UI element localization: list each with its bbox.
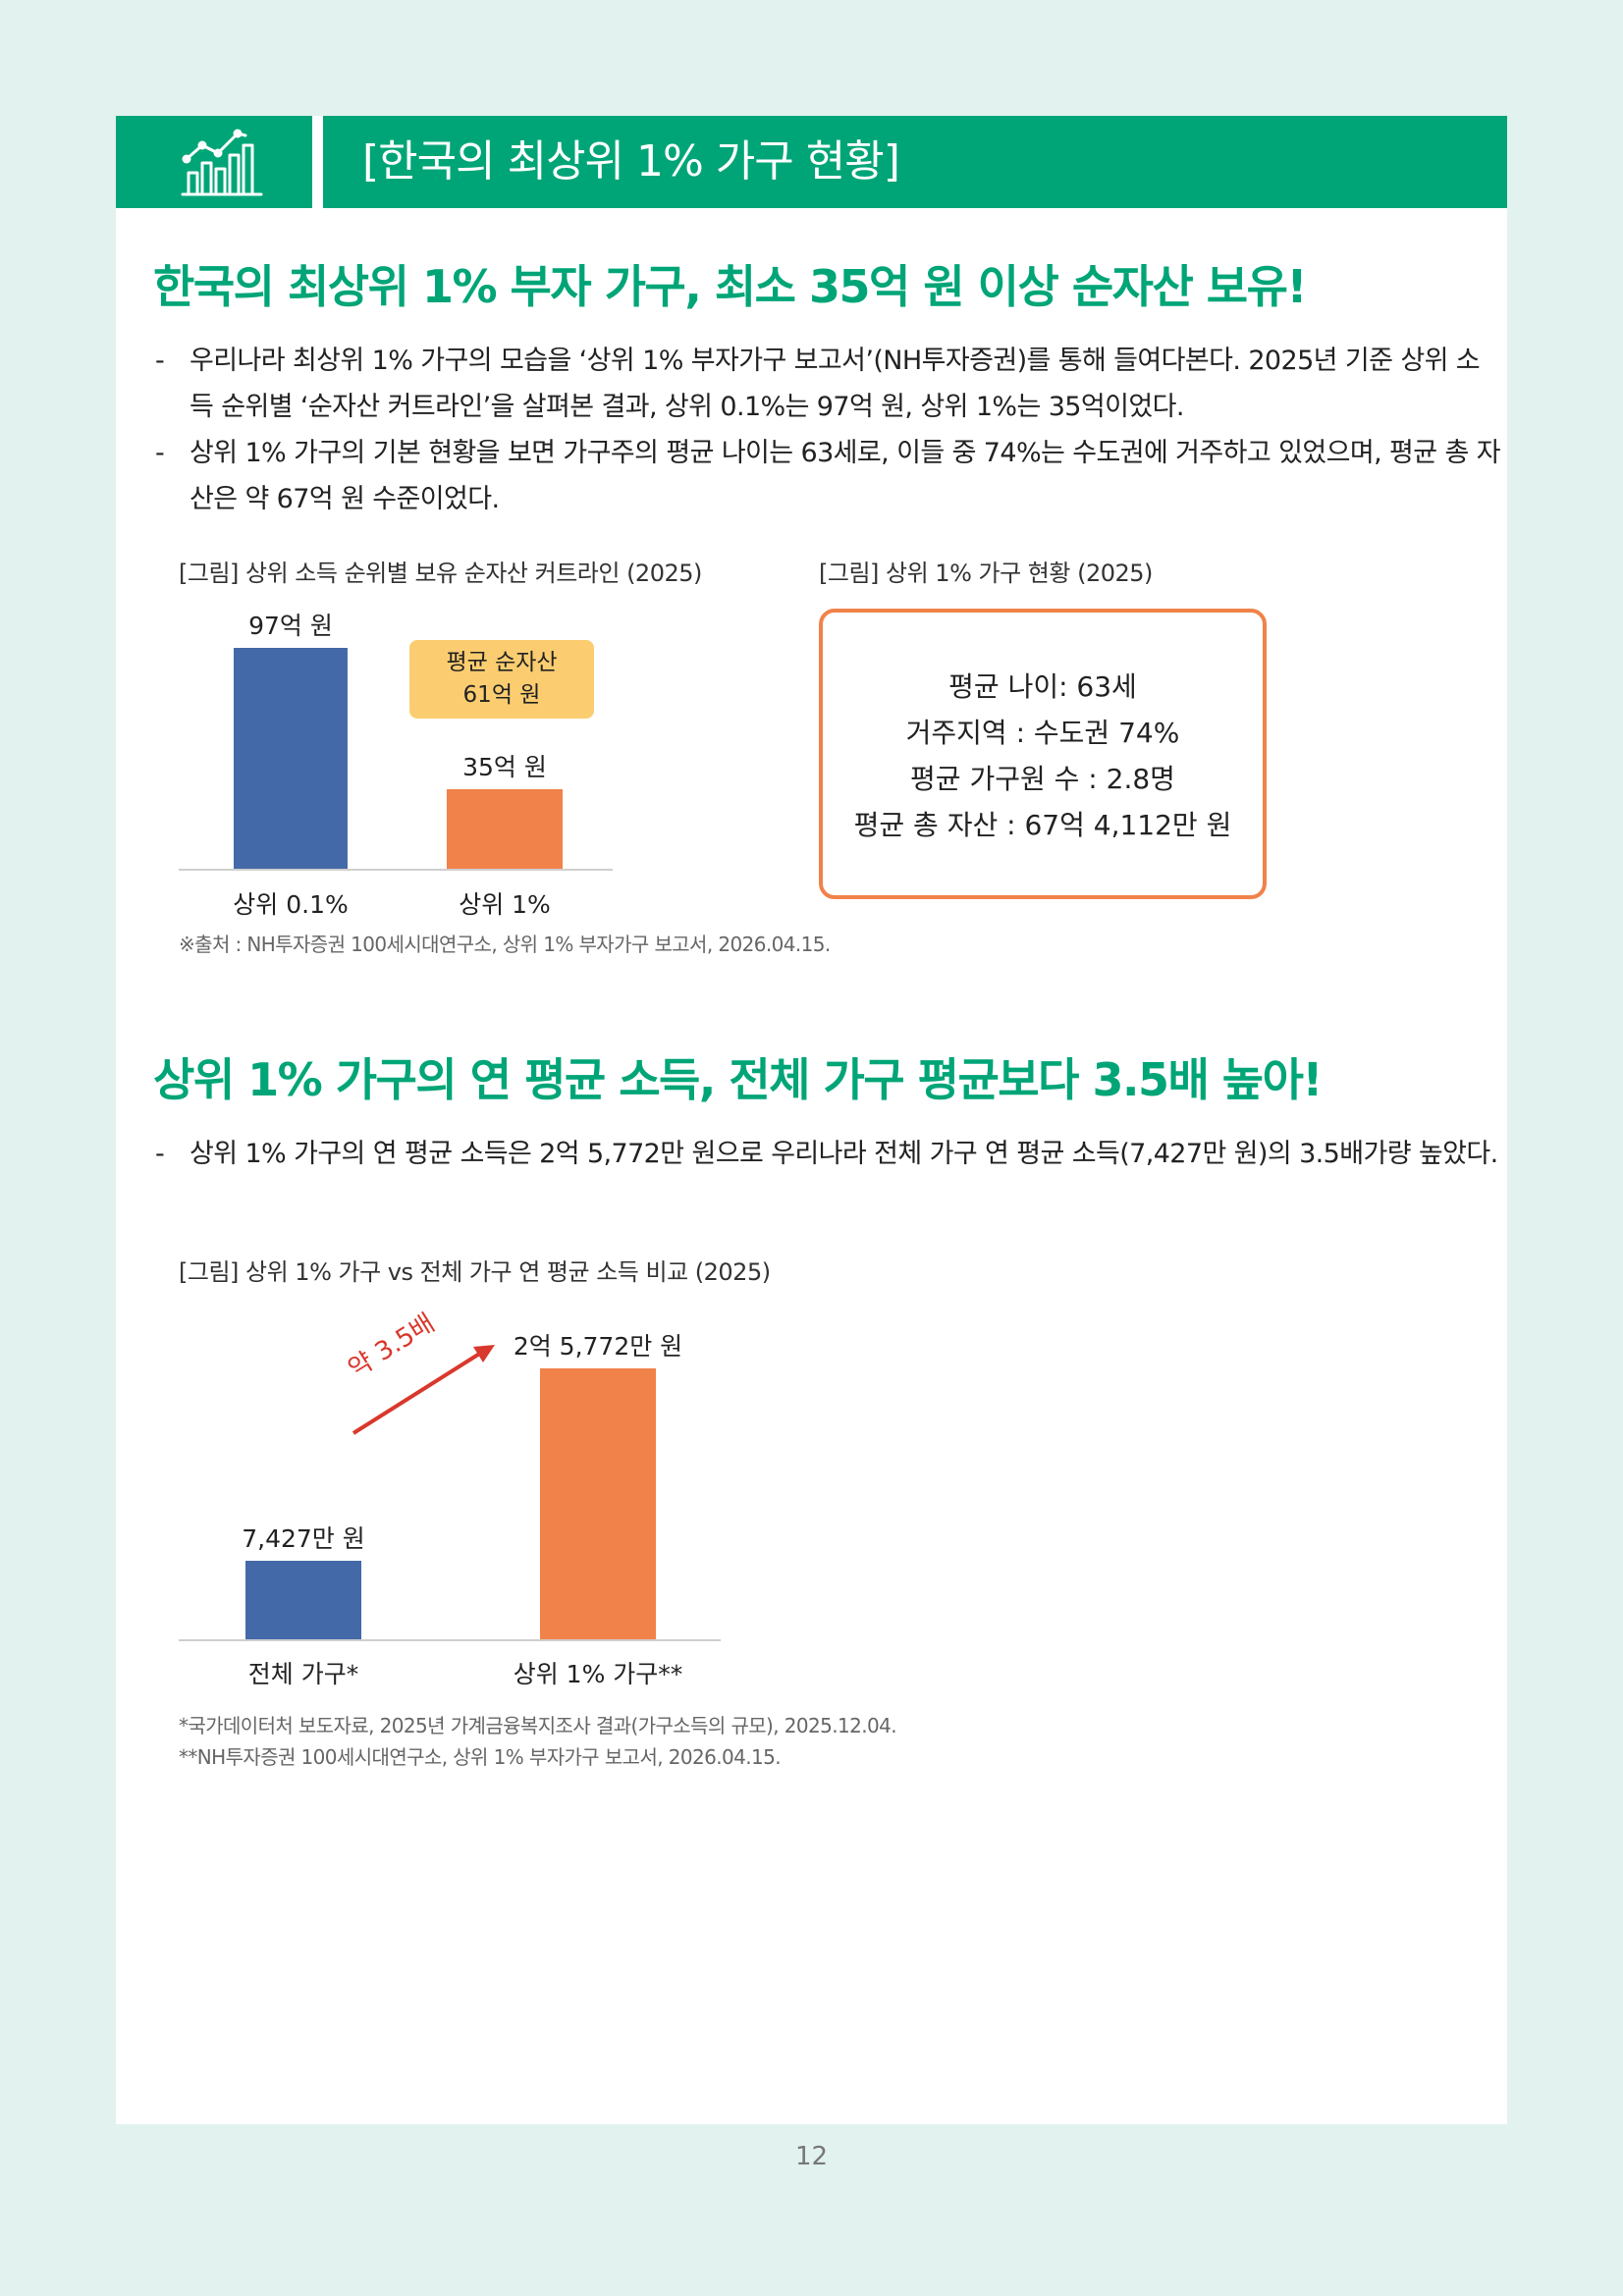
x-tick-label: 전체 가구* xyxy=(247,1660,359,1688)
x-tick-label: 상위 1% 가구** xyxy=(513,1660,683,1688)
section2-headline: 상위 1% 가구의 연 평균 소득, 전체 가구 평균보다 3.5배 높아! xyxy=(153,1053,1323,1106)
info-residence: 거주지역 : 수도권 74% xyxy=(905,717,1180,749)
header-icon-box xyxy=(116,116,312,208)
bar-value-label: 35억 원 xyxy=(462,752,547,781)
bar-value-label: 97억 원 xyxy=(248,612,333,640)
page-number: 12 xyxy=(794,2142,829,2171)
info-total-assets: 평균 총 자산 : 67억 4,112만 원 xyxy=(853,809,1232,841)
bar-top-1pct xyxy=(447,788,563,869)
bullet-dash: - xyxy=(155,346,165,376)
bar-value-label: 7,427만 원 xyxy=(242,1524,365,1554)
bullet-text: 상위 1% 가구의 기본 현황을 보면 가구주의 평균 나이는 63세로, 이들… xyxy=(189,438,1501,514)
bullet-text: 상위 1% 가구의 연 평균 소득은 2억 5,772만 원으로 우리나라 전체… xyxy=(189,1139,1498,1169)
bar-top-1pct-households xyxy=(540,1368,656,1639)
x-tick-label: 상위 1% xyxy=(459,890,551,919)
bullet-dash: - xyxy=(155,1139,165,1169)
section1-headline: 한국의 최상위 1% 부자 가구, 최소 35억 원 이상 순자산 보유! xyxy=(153,260,1307,313)
bullet-dash: - xyxy=(155,438,165,468)
growth-arrow-icon xyxy=(352,1345,495,1435)
bar-value-label: 2억 5,772만 원 xyxy=(513,1332,683,1361)
top1pct-info-box: 평균 나이: 63세 거주지역 : 수도권 74% 평균 가구원 수 : 2.8… xyxy=(819,609,1267,899)
info-box-caption: [그림] 상위 1% 가구 현황 (2025) xyxy=(819,560,1153,587)
chart2-caption: [그림] 상위 1% 가구 vs 전체 가구 연 평균 소득 비교 (2025) xyxy=(179,1258,771,1286)
chart2-axis xyxy=(179,1639,721,1641)
info-avg-age: 평균 나이: 63세 xyxy=(948,670,1137,703)
avg-tag-line: 평균 순자산 xyxy=(446,650,558,675)
bullet-text: 우리나라 최상위 1% 가구의 모습을 ‘상위 1% 부자가구 보고서’(NH투… xyxy=(189,346,1481,422)
x-tick-label: 상위 0.1% xyxy=(233,890,349,919)
section2-bullet-1: - 상위 1% 가구의 연 평균 소득은 2억 5,772만 원으로 우리나라 … xyxy=(155,1131,1500,1177)
source-note-2: **NH투자증권 100세시대연구소, 상위 1% 부자가구 보고서, 2026… xyxy=(179,1745,782,1769)
avg-tag-line: 61억 원 xyxy=(462,682,541,708)
section1-bullet-2: - 상위 1% 가구의 기본 현황을 보면 가구주의 평균 나이는 63세로, … xyxy=(155,430,1501,522)
source-note: ※출처 : NH투자증권 100세시대연구소, 상위 1% 부자가구 보고서, … xyxy=(179,933,831,956)
source-note-1: *국가데이터처 보도자료, 2025년 가계금융복지조사 결과(가구소득의 규모… xyxy=(179,1714,897,1737)
info-household-size: 평균 가구원 수 : 2.8명 xyxy=(910,763,1175,795)
chart1-caption: [그림] 상위 소득 순위별 보유 순자산 커트라인 (2025) xyxy=(179,560,702,587)
section1-bullet-1: - 우리나라 최상위 1% 가구의 모습을 ‘상위 1% 부자가구 보고서’(N… xyxy=(155,338,1500,430)
header-bar: [한국의 최상위 1% 가구 현황] xyxy=(323,116,1507,208)
report-page: [한국의 최상위 1% 가구 현황] 한국의 최상위 1% 부자 가구, 최소 … xyxy=(116,116,1507,2124)
bar-top-0-1pct xyxy=(234,648,348,869)
page-title: [한국의 최상위 1% 가구 현황] xyxy=(362,136,900,187)
chart-growth-icon xyxy=(181,129,263,196)
bar-all-households xyxy=(245,1561,361,1639)
average-net-assets-tag: 평균 순자산 61억 원 xyxy=(409,640,594,719)
chart1-axis xyxy=(179,869,613,871)
